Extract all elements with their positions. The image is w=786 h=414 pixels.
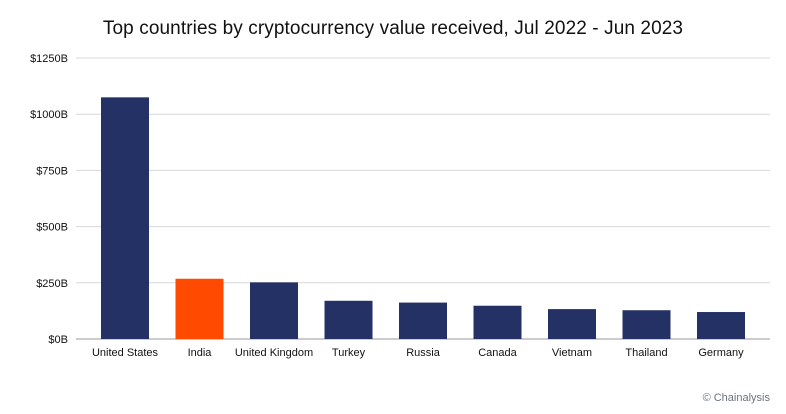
axis-labels: $0B $250B $500B $750B $1000B $1250B United Sta… — [30, 53, 744, 359]
chainalysis-attribution: © Chainalysis — [702, 392, 770, 404]
x-tick-label: Turkey — [332, 347, 366, 359]
y-tick-label: $500B — [36, 222, 68, 234]
bar-united-states — [101, 97, 149, 339]
y-tick-label: $0B — [48, 334, 68, 346]
bar-india — [175, 278, 224, 339]
bar-canada — [473, 305, 522, 339]
x-tick-label: Canada — [478, 347, 517, 359]
x-tick-label: India — [188, 347, 213, 359]
x-tick-label: Russia — [406, 347, 441, 359]
y-tick-label: $1250B — [30, 53, 68, 65]
bars — [101, 97, 745, 339]
y-tick-label: $1000B — [30, 109, 68, 121]
bar-vietnam — [548, 309, 596, 339]
x-tick-label: Vietnam — [552, 347, 592, 359]
y-tick-label: $750B — [36, 165, 68, 177]
bar-germany — [697, 312, 745, 339]
bar-thailand — [622, 310, 671, 339]
bar-russia — [399, 302, 447, 339]
chart-title: Top countries by cryptocurrency value re… — [102, 18, 684, 39]
x-tick-label: Thailand — [625, 347, 667, 359]
x-tick-label: United States — [92, 347, 159, 359]
bar-united-kingdom — [250, 282, 298, 339]
x-tick-label: United Kingdom — [235, 347, 313, 359]
bar-turkey — [324, 300, 373, 339]
x-tick-label: Germany — [698, 347, 744, 359]
y-tick-label: $250B — [36, 278, 68, 290]
